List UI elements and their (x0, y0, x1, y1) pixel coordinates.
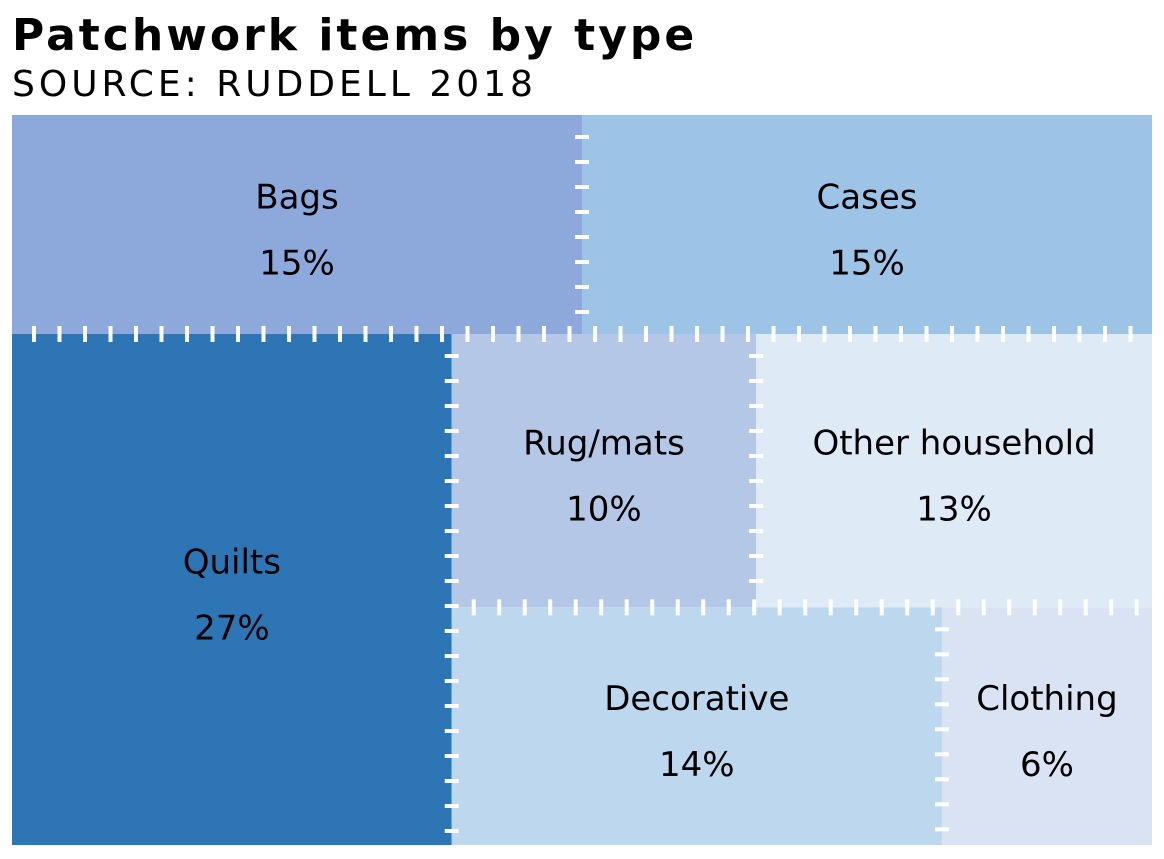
stitch-marks (32, 135, 1139, 833)
tile-other-household (756, 334, 1152, 608)
tile-rug-mats (451, 334, 757, 608)
tile-cases (582, 115, 1152, 334)
tiles (12, 115, 1152, 845)
tile-clothing (941, 607, 1152, 845)
tile-label-other-household: Other household (812, 424, 1095, 464)
tile-value-cases: 15% (829, 244, 905, 284)
tile-value-other-household: 13% (916, 490, 992, 530)
tile-value-bags: 15% (259, 244, 335, 284)
tile-label-quilts: Quilts (183, 543, 281, 583)
tile-label-cases: Cases (817, 178, 918, 218)
tile-bags (12, 115, 582, 334)
tile-value-decorative: 14% (659, 745, 735, 785)
tile-quilts (12, 334, 452, 845)
chart-subtitle: SOURCE: RUDDELL 2018 (12, 64, 537, 105)
labels: Bags 15% Cases 15% Quilts 27% Rug/mats 10% Other… (183, 178, 1118, 786)
tile-value-rug-mats: 10% (566, 490, 642, 530)
tile-label-rug-mats: Rug/mats (523, 424, 685, 464)
tile-label-clothing: Clothing (976, 679, 1117, 719)
tile-value-clothing: 6% (1020, 745, 1074, 785)
tile-label-decorative: Decorative (604, 679, 789, 719)
tile-decorative (451, 607, 942, 845)
tile-label-bags: Bags (255, 178, 338, 218)
tile-value-quilts: 27% (194, 609, 270, 649)
chart-title: Patchwork items by type (12, 10, 698, 61)
